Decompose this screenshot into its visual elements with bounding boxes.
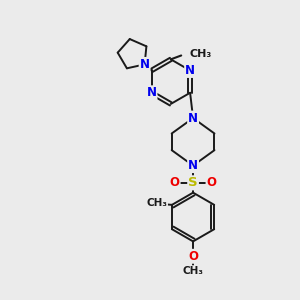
Text: N: N xyxy=(188,112,198,124)
Text: CH₃: CH₃ xyxy=(189,49,212,59)
Text: O: O xyxy=(188,250,198,263)
Text: O: O xyxy=(170,176,180,189)
Text: CH₃: CH₃ xyxy=(183,266,204,276)
Text: O: O xyxy=(206,176,217,189)
Text: N: N xyxy=(140,58,150,71)
Text: N: N xyxy=(188,159,198,172)
Text: N: N xyxy=(146,86,157,99)
Text: O: O xyxy=(152,198,161,211)
Text: CH₃: CH₃ xyxy=(146,198,167,208)
Text: N: N xyxy=(185,64,195,77)
Text: S: S xyxy=(188,176,198,189)
